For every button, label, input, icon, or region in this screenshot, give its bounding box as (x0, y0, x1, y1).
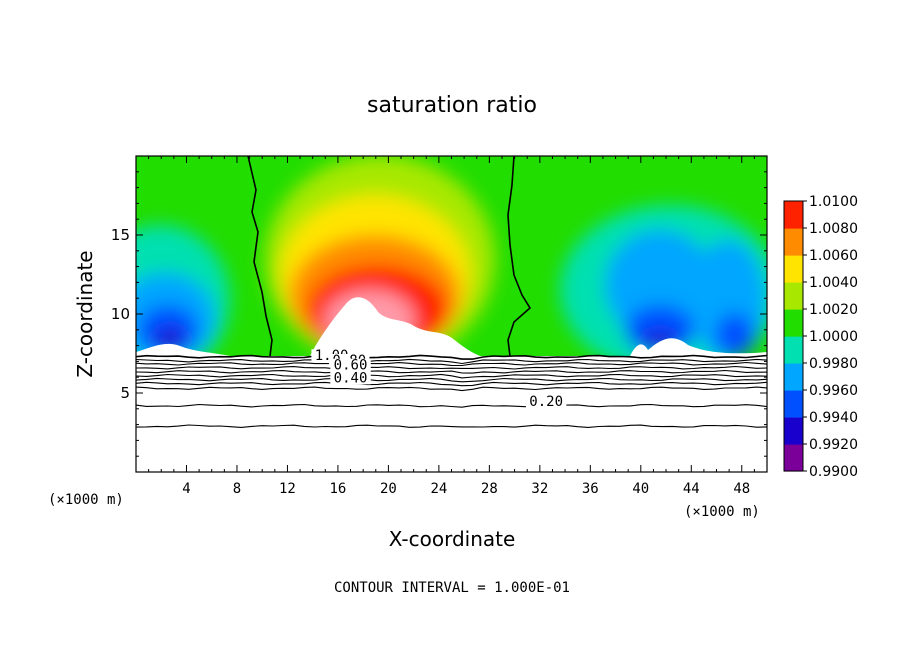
contour-line (135, 354, 768, 360)
x-axis: 4 8 12 16 20 24 28 32 36 40 44 48 (148, 156, 755, 497)
colorbar-segment (784, 363, 803, 391)
contour-label-bg (330, 358, 371, 372)
y-axis-label: Z-coordinate (73, 250, 97, 377)
chart-title: saturation ratio (367, 93, 537, 118)
contour-line (135, 386, 768, 392)
colorbar-segment (784, 282, 803, 310)
contour-interval-note: CONTOUR INTERVAL = 1.000E-01 (334, 580, 570, 596)
contour-line (135, 361, 768, 367)
heatmap-field (136, 156, 767, 356)
x-tick-label: 40 (632, 481, 649, 497)
colorbar-segment (784, 417, 803, 445)
contour-line (135, 358, 768, 365)
colorbar-tick-label: 0.9960 (809, 383, 858, 399)
contour-label-bg (525, 395, 567, 409)
x-axis-label: X-coordinate (389, 527, 516, 551)
colorbar-segment (784, 444, 803, 472)
colorbar-tick-label: 0.9900 (809, 464, 858, 480)
colorbar: 0.9900 0.9920 0.9940 0.9960 0.9980 1.0000 1.00… (783, 194, 858, 480)
colorbar-tick-label: 1.0020 (809, 302, 858, 318)
contour-line (135, 381, 768, 387)
cloud-mask (310, 297, 480, 356)
colorbar-tick-label: 1.0040 (809, 275, 858, 291)
colorbar-segment (784, 255, 803, 283)
contour-line (135, 369, 768, 374)
x-tick-label: 28 (481, 481, 498, 497)
surface-mask (136, 338, 767, 356)
contour-line (135, 424, 768, 428)
colorbar-segment (784, 336, 803, 364)
y-tick-label: 15 (111, 226, 130, 244)
left-dry-region (136, 225, 230, 356)
contour-line (135, 373, 768, 379)
contour-label: 0.60 (334, 358, 368, 374)
unity-contour-left (247, 155, 273, 357)
colorbar-tick-label: 0.9920 (809, 437, 858, 453)
x-tick-label: 24 (430, 481, 447, 497)
contour-line (135, 365, 768, 370)
colorbar-tick-label: 1.0000 (809, 329, 858, 345)
colorbar-tick-label: 1.0100 (809, 194, 858, 210)
colorbar-segment (784, 228, 803, 256)
colorbar-tick-label: 0.9940 (809, 410, 858, 426)
x-tick-label: 48 (733, 481, 750, 497)
y-axis: 5 10 15 (111, 171, 767, 457)
right-dry-region (560, 205, 767, 356)
colorbar-tick-label: 1.0080 (809, 221, 858, 237)
unity-contour-right (507, 155, 532, 357)
x-tick-label: 12 (279, 481, 296, 497)
x-tick-label: 20 (380, 481, 397, 497)
x-tick-label: 32 (531, 481, 548, 497)
contour-label: 0.20 (529, 394, 563, 410)
colorbar-segment (784, 201, 803, 229)
y-tick-label: 10 (111, 305, 130, 323)
colorbar-segment (784, 390, 803, 418)
y-tick-label: 5 (120, 384, 130, 402)
x-tick-label: 44 (683, 481, 700, 497)
x-tick-label: 36 (582, 481, 599, 497)
x-tick-label: 16 (329, 481, 346, 497)
colorbar-tick-label: 0.9980 (809, 356, 858, 372)
contour-lines (135, 354, 768, 428)
contour-line (135, 377, 768, 383)
contour-label-bg (330, 371, 371, 385)
colorbar-tick-label: 1.0060 (809, 248, 858, 264)
x-tick-label: 8 (233, 481, 241, 497)
x-tick-label: 4 (182, 481, 190, 497)
x-unit-label-left: (×1000 m) (48, 492, 124, 508)
contour-labels: 1.000.800.600.400.20 (311, 348, 567, 410)
colorbar-segment (784, 309, 803, 337)
x-unit-label-right: (×1000 m) (684, 504, 760, 520)
contour-label: 0.40 (334, 370, 368, 386)
contour-line (135, 403, 768, 408)
